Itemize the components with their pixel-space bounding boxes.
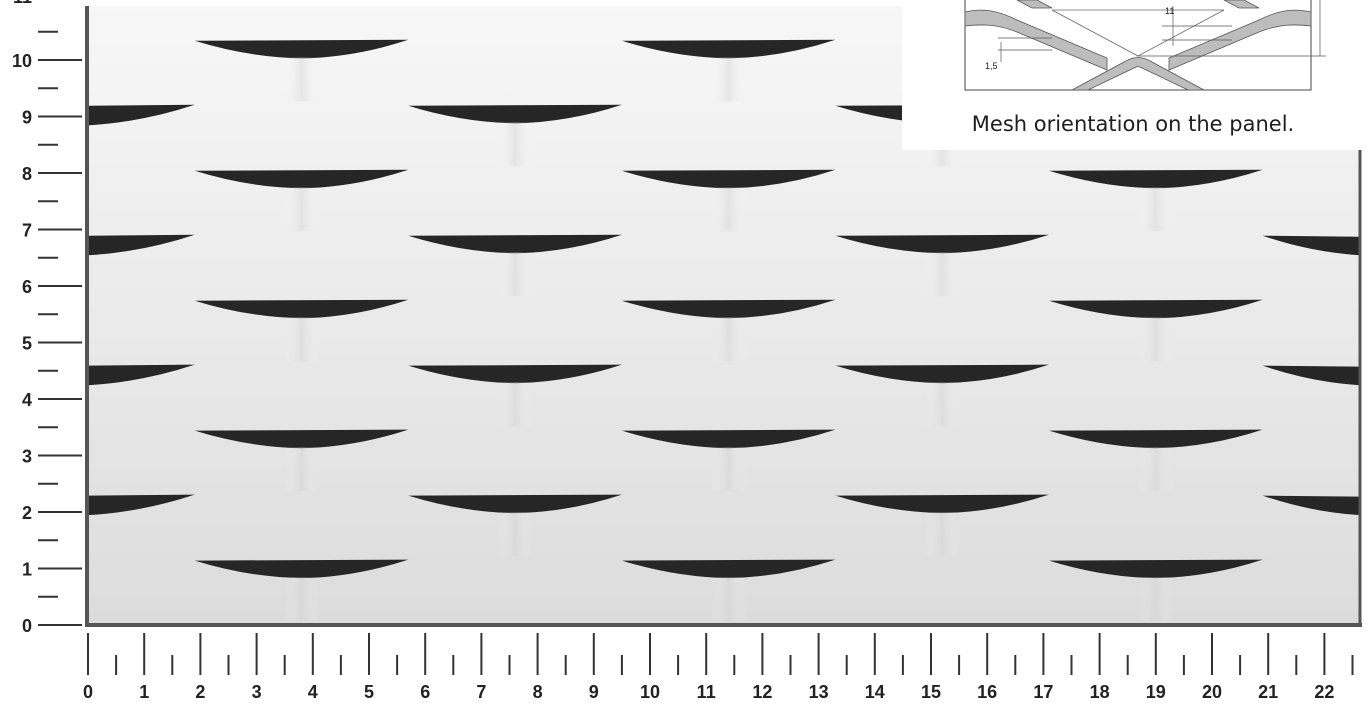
left-ruler-label: 5 xyxy=(22,334,32,354)
inset-strand-right xyxy=(1168,9,1312,71)
mesh-ridge-shade xyxy=(710,317,747,362)
mesh-opening xyxy=(194,559,409,579)
bottom-ruler-label: 18 xyxy=(1090,682,1110,702)
inset-dim-label-11: 11 xyxy=(1165,6,1174,16)
left-ruler-label-partial: 11 xyxy=(13,0,32,7)
mesh-opening xyxy=(621,559,836,579)
inset-dim-label-1-5: 1,5 xyxy=(985,61,998,71)
mesh-ridge-shade xyxy=(710,447,747,492)
bottom-ruler: 0 1 2 3 4 5 6 7 8 9 10 11 12 13 14 15 16 17 18 19 20 21 22 xyxy=(83,633,1354,702)
bottom-ruler-label: 0 xyxy=(83,682,93,702)
mesh-opening xyxy=(408,234,622,254)
left-ruler-label: 3 xyxy=(22,447,32,467)
bottom-ruler-label: 1 xyxy=(139,682,149,702)
bottom-ruler-label: 12 xyxy=(752,682,772,702)
mesh-opening xyxy=(1262,365,1360,386)
left-ruler-label: 7 xyxy=(22,221,32,241)
mesh-ridge-shade xyxy=(283,187,320,232)
mesh-opening xyxy=(1049,559,1263,579)
bottom-ruler-label: 2 xyxy=(195,682,205,702)
mesh-opening xyxy=(1262,235,1360,256)
mesh-ridge-shade xyxy=(497,252,534,297)
mesh-ridge-shade xyxy=(710,577,747,622)
left-ruler-label: 1 xyxy=(22,560,32,580)
mesh-opening xyxy=(1262,495,1360,516)
mesh-ridge-shade xyxy=(1137,447,1174,492)
mesh-opening xyxy=(408,494,622,514)
mesh-opening xyxy=(194,429,409,449)
mesh-opening xyxy=(88,494,195,516)
caption-text: Mesh orientation on the panel. xyxy=(971,112,1295,136)
bottom-ruler-label: 20 xyxy=(1202,682,1222,702)
bottom-ruler-label: 8 xyxy=(533,682,543,702)
mesh-ridge-shade xyxy=(1137,577,1174,622)
bottom-ruler-label: 15 xyxy=(921,682,941,702)
mesh-opening xyxy=(835,234,1050,254)
mesh-opening xyxy=(88,364,195,386)
bottom-ruler-label: 13 xyxy=(809,682,829,702)
bottom-ruler-label: 16 xyxy=(977,682,997,702)
bottom-ruler-label: 14 xyxy=(865,682,885,702)
mesh-opening xyxy=(621,299,836,319)
mesh-orientation-diagram: 11 1,5 xyxy=(964,0,1326,91)
bottom-ruler-label: 22 xyxy=(1314,682,1334,702)
mesh-ridge-shade xyxy=(283,447,320,492)
mesh-ridge-shade xyxy=(924,382,961,427)
mesh-opening xyxy=(194,299,409,319)
mesh-opening xyxy=(621,429,836,449)
mesh-opening xyxy=(88,234,195,256)
mesh-opening xyxy=(194,169,409,189)
inset-strand-left xyxy=(964,9,1108,71)
left-ruler-label: 9 xyxy=(22,108,32,128)
left-ruler-label: 2 xyxy=(22,503,32,523)
inset-diagram-border xyxy=(964,0,1312,91)
left-ruler-label: 8 xyxy=(22,164,32,184)
left-ruler-label: 10 xyxy=(12,51,32,71)
bottom-ruler-label: 3 xyxy=(252,682,262,702)
mesh-ridge-shade xyxy=(497,122,534,167)
bottom-ruler-label: 21 xyxy=(1258,682,1278,702)
bottom-ruler-label: 5 xyxy=(364,682,374,702)
mesh-opening xyxy=(408,364,622,384)
mesh-opening xyxy=(88,104,195,126)
bottom-ruler-label: 10 xyxy=(640,682,660,702)
mesh-ridge-shade xyxy=(283,57,320,102)
mesh-opening xyxy=(621,39,836,59)
mesh-ridge-shade xyxy=(924,512,961,557)
bottom-ruler-label: 11 xyxy=(697,682,716,702)
mesh-ridge-shade xyxy=(1137,187,1174,232)
mesh-opening xyxy=(1049,429,1263,449)
mesh-ridge-shade xyxy=(924,252,961,297)
left-ruler-label: 6 xyxy=(22,277,32,297)
mesh-opening xyxy=(835,494,1050,514)
inset-strand-top-left xyxy=(1016,0,1053,9)
bottom-ruler-label: 4 xyxy=(308,682,318,702)
mesh-ridge-shade xyxy=(497,382,534,427)
mesh-opening xyxy=(835,364,1050,384)
left-ruler: 0 1 2 3 4 5 6 7 8 9 10 11 xyxy=(12,0,82,636)
bottom-ruler-label: 19 xyxy=(1146,682,1166,702)
mesh-opening xyxy=(194,39,409,59)
bottom-ruler-label: 7 xyxy=(476,682,486,702)
mesh-ridge-shade xyxy=(710,187,747,232)
mesh-ridge-shade xyxy=(710,57,747,102)
bottom-ruler-label: 17 xyxy=(1033,682,1053,702)
mesh-ridge-shade xyxy=(1137,317,1174,362)
mesh-opening xyxy=(1049,299,1263,319)
mesh-opening xyxy=(408,104,622,124)
left-ruler-label: 4 xyxy=(22,390,32,410)
mesh-ridge-shade xyxy=(283,577,320,622)
mesh-ridge-shade xyxy=(283,317,320,362)
mesh-orientation-inset: 11 1,5 Mesh orientation on the panel. xyxy=(902,0,1364,150)
inset-wire-1 xyxy=(1051,9,1139,57)
inset-strand-bottom xyxy=(1071,57,1205,91)
inset-wire-2 xyxy=(1137,9,1225,57)
mesh-opening xyxy=(621,169,836,189)
bottom-ruler-label: 9 xyxy=(589,682,599,702)
left-ruler-label: 0 xyxy=(22,616,32,636)
inset-strand-top-right xyxy=(1223,0,1260,9)
mesh-opening xyxy=(1049,169,1263,189)
bottom-ruler-label: 6 xyxy=(420,682,430,702)
mesh-ridge-shade xyxy=(497,512,534,557)
